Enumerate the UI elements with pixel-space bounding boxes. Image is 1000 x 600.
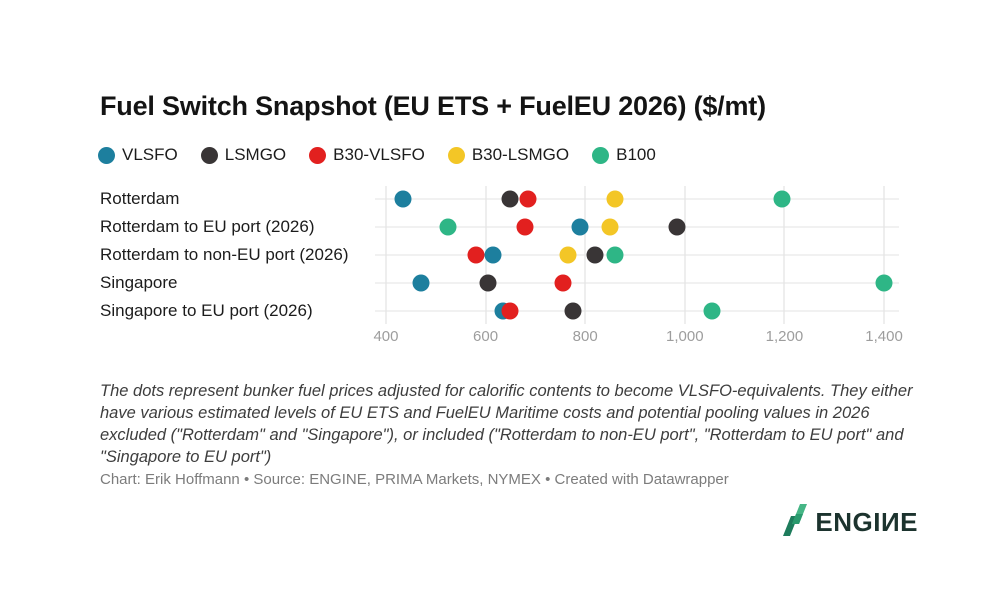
legend-label: B30-VLSFO: [333, 145, 425, 164]
data-point-vlsfo-row0[interactable]: [394, 190, 412, 208]
legend: VLSFO LSMGO B30-VLSFO B30-LSMGO B100: [98, 145, 656, 165]
data-point-lsmgo-row4[interactable]: [564, 302, 582, 320]
data-point-b30-vlsfo-row2[interactable]: [467, 246, 485, 264]
row-gridline: [375, 310, 899, 312]
x-tick-label: 600: [473, 328, 499, 345]
category-label: Singapore to EU port (2026): [100, 301, 313, 320]
data-point-lsmgo-row1[interactable]: [668, 218, 686, 236]
category-label: Rotterdam to EU port (2026): [100, 217, 315, 236]
category-labels: Rotterdam Rotterdam to EU port (2026) Rott…: [100, 186, 370, 326]
chart-title: Fuel Switch Snapshot (EU ETS + FuelEU 20…: [100, 91, 766, 121]
legend-dot-icon: [200, 146, 218, 164]
legend-item-vlsfo: VLSFO: [98, 145, 178, 165]
legend-item-b100: B100: [592, 145, 656, 165]
data-point-lsmgo-row0[interactable]: [501, 190, 519, 208]
engine-logo-icon: [780, 503, 810, 542]
legend-item-b30-lsmgo: B30-LSMGO: [447, 145, 570, 165]
data-point-lsmgo-row2[interactable]: [586, 246, 604, 264]
legend-dot-icon: [309, 146, 327, 164]
data-point-b100-row4[interactable]: [703, 302, 721, 320]
data-point-lsmgo-row3[interactable]: [479, 274, 497, 292]
legend-label: B100: [616, 145, 656, 164]
legend-dot-icon: [592, 146, 610, 164]
engine-logo-text: ENGIИE: [815, 507, 918, 537]
chart-note: The dots represent bunker fuel prices ad…: [100, 382, 913, 466]
data-point-vlsfo-row2[interactable]: [484, 246, 502, 264]
x-axis: 400 600 800 1,000 1,200 1,400: [373, 328, 902, 348]
data-point-b30-lsmgo-row2[interactable]: [559, 246, 577, 264]
row-gridline: [375, 226, 899, 228]
x-tick-label: 1,400: [865, 328, 903, 345]
data-point-vlsfo-row1[interactable]: [571, 218, 589, 236]
data-point-b30-lsmgo-row0[interactable]: [606, 190, 624, 208]
row-gridline: [375, 198, 899, 200]
legend-label: B30-LSMGO: [471, 145, 570, 164]
data-point-b100-row2[interactable]: [606, 246, 624, 264]
data-point-b30-lsmgo-row1[interactable]: [601, 218, 619, 236]
category-label: Rotterdam to non-EU port (2026): [100, 245, 349, 264]
data-point-b100-row0[interactable]: [773, 190, 791, 208]
x-tick-label: 1,200: [765, 328, 804, 345]
legend-dot-icon: [98, 146, 115, 164]
x-tick-label: 800: [572, 328, 598, 345]
data-point-b30-vlsfo-row4[interactable]: [501, 302, 519, 320]
row-gridline: [375, 282, 899, 284]
data-point-b100-row1[interactable]: [439, 218, 457, 236]
category-label: Rotterdam: [100, 189, 180, 208]
legend-label: LSMGO: [224, 145, 287, 164]
row-gridline: [375, 254, 899, 256]
category-label: Singapore: [100, 273, 178, 292]
data-point-b30-vlsfo-row1[interactable]: [516, 218, 534, 236]
data-point-b30-vlsfo-row0[interactable]: [519, 190, 537, 208]
data-point-b30-vlsfo-row3[interactable]: [554, 274, 572, 292]
engine-logo: ENGIИE: [780, 503, 918, 542]
x-tick-label: 400: [373, 328, 399, 345]
legend-dot-icon: [447, 146, 465, 164]
data-point-vlsfo-row3[interactable]: [412, 274, 430, 292]
legend-label: VLSFO: [122, 145, 178, 164]
x-tick-label: 1,000: [666, 328, 704, 345]
legend-item-lsmgo: LSMGO: [200, 145, 287, 165]
data-point-b100-row3[interactable]: [875, 274, 893, 292]
plot-area: [375, 186, 899, 324]
legend-item-b30-vlsfo: B30-VLSFO: [309, 145, 425, 165]
credit-line: Chart: Erik Hoffmann • Source: ENGINE, P…: [100, 471, 729, 488]
